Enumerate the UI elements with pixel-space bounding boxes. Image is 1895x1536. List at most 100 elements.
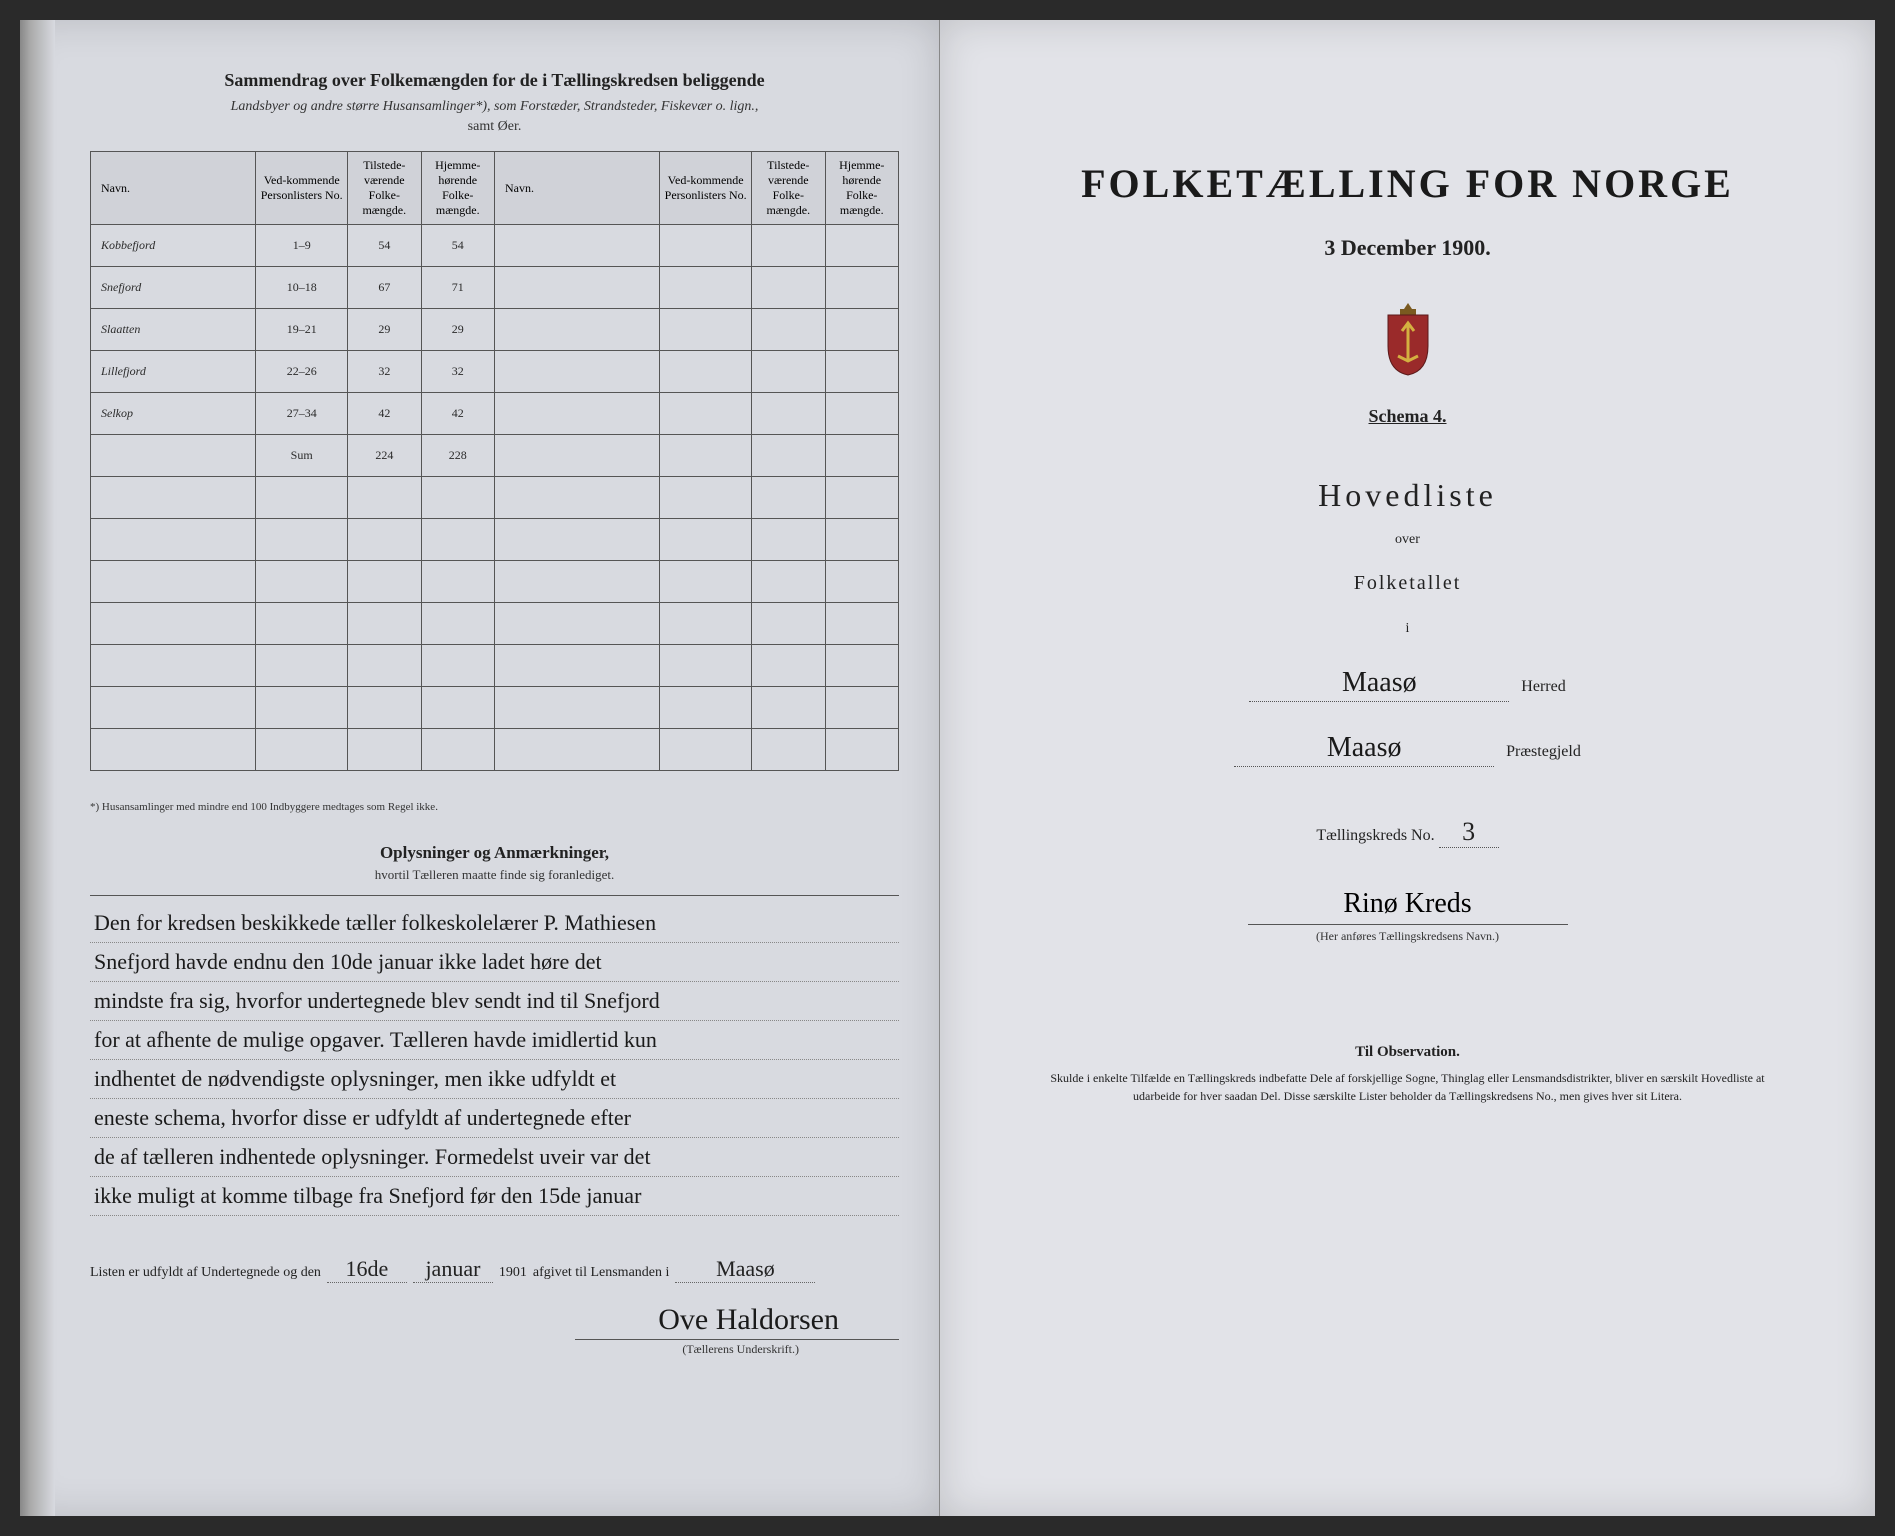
table-header-cell: Hjemme-hørende Folke-mængde. — [825, 152, 899, 225]
table-cell: Slaatten — [91, 309, 256, 351]
table-cell — [825, 309, 899, 351]
table-cell — [660, 477, 752, 519]
table-cell — [752, 393, 825, 435]
table-row: Slaatten19–212929 — [91, 309, 899, 351]
table-cell: Lillefjord — [91, 351, 256, 393]
table-cell — [825, 435, 899, 477]
table-row-blank — [91, 561, 899, 603]
remark-line: de af tælleren indhentede oplysninger. F… — [90, 1138, 899, 1177]
herred-label: Herred — [1521, 678, 1565, 696]
table-cell — [494, 603, 659, 645]
table-cell — [494, 225, 659, 267]
remarks-subheading: hvortil Tælleren maatte finde sig foranl… — [90, 867, 899, 883]
table-cell — [256, 603, 348, 645]
table-cell: 224 — [348, 435, 421, 477]
table-cell — [91, 561, 256, 603]
table-cell: 22–26 — [256, 351, 348, 393]
table-cell — [348, 561, 421, 603]
table-cell — [421, 603, 494, 645]
remark-line: indhentet de nødvendigste oplysninger, m… — [90, 1060, 899, 1099]
table-row: Snefjord10–186771 — [91, 267, 899, 309]
left-subtitle: Landsbyer og andre større Husansamlinger… — [90, 99, 899, 115]
table-cell — [752, 477, 825, 519]
kreds-name-row: Rinø Kreds — [1000, 888, 1815, 925]
left-subtitle-2: samt Øer. — [90, 119, 899, 135]
table-cell — [256, 645, 348, 687]
table-cell: 19–21 — [256, 309, 348, 351]
table-cell: 32 — [348, 351, 421, 393]
table-cell — [660, 309, 752, 351]
table-cell — [91, 603, 256, 645]
census-title: FOLKETÆLLING FOR NORGE — [1000, 160, 1815, 207]
table-cell — [421, 729, 494, 771]
table-cell — [494, 687, 659, 729]
herred-row: Maasø Herred — [1000, 667, 1815, 702]
remarks-heading: Oplysninger og Anmærkninger, — [90, 843, 899, 863]
table-cell — [494, 309, 659, 351]
table-sum-row: Sum224228 — [91, 435, 899, 477]
table-cell — [91, 477, 256, 519]
table-cell — [348, 729, 421, 771]
sig-day: 16de — [327, 1256, 407, 1283]
table-cell — [660, 645, 752, 687]
left-page: Sammendrag over Folkemængden for de i Tæ… — [20, 20, 940, 1516]
table-row-blank — [91, 519, 899, 561]
table-cell — [421, 561, 494, 603]
i-label: i — [1000, 621, 1815, 637]
remark-line: mindste fra sig, hvorfor undertegnede bl… — [90, 982, 899, 1021]
table-cell — [660, 561, 752, 603]
table-cell — [494, 267, 659, 309]
table-cell — [660, 267, 752, 309]
footnote: *) Husansamlinger med mindre end 100 Ind… — [90, 801, 899, 813]
table-cell — [752, 435, 825, 477]
table-cell — [660, 519, 752, 561]
table-cell — [825, 729, 899, 771]
table-cell — [825, 603, 899, 645]
table-cell — [752, 645, 825, 687]
table-cell — [348, 477, 421, 519]
table-cell: 228 — [421, 435, 494, 477]
remarks-area: Den for kredsen beskikkede tæller folkes… — [90, 895, 899, 1216]
table-row: Lillefjord22–263232 — [91, 351, 899, 393]
table-cell — [91, 645, 256, 687]
sig-place: Maasø — [675, 1256, 815, 1283]
table-cell — [348, 687, 421, 729]
table-cell — [494, 645, 659, 687]
coat-of-arms-icon — [1378, 301, 1438, 376]
over-label: over — [1000, 532, 1815, 548]
table-cell: Selkop — [91, 393, 256, 435]
table-cell — [348, 519, 421, 561]
folketallet-label: Folketallet — [1000, 572, 1815, 595]
kreds-caption: (Her anføres Tællingskredsens Navn.) — [1000, 929, 1815, 944]
table-cell — [421, 645, 494, 687]
signature: Ove Haldorsen — [90, 1303, 899, 1337]
table-cell: 32 — [421, 351, 494, 393]
table-cell — [825, 561, 899, 603]
table-row: Selkop27–344242 — [91, 393, 899, 435]
table-cell — [752, 561, 825, 603]
table-row-blank — [91, 687, 899, 729]
table-cell — [660, 225, 752, 267]
table-header-cell: Tilstede-værende Folke-mængde. — [752, 152, 825, 225]
table-cell — [752, 519, 825, 561]
sig-year: 1901 — [499, 1265, 527, 1281]
table-header-cell: Navn. — [494, 152, 659, 225]
signature-row: Listen er udfyldt af Undertegnede og den… — [90, 1256, 899, 1283]
spine-shadow — [20, 20, 55, 1516]
table-header-cell: Tilstede-værende Folke-mængde. — [348, 152, 421, 225]
table-cell — [256, 561, 348, 603]
table-cell — [91, 435, 256, 477]
table-header-cell: Ved-kommende Personlisters No. — [660, 152, 752, 225]
hovedliste-heading: Hovedliste — [1000, 477, 1815, 514]
table-cell — [660, 393, 752, 435]
table-cell: Kobbefjord — [91, 225, 256, 267]
table-cell: 1–9 — [256, 225, 348, 267]
sig-mid: afgivet til Lensmanden i — [533, 1265, 669, 1281]
census-date: 3 December 1900. — [1000, 235, 1815, 261]
table-cell — [494, 435, 659, 477]
table-cell — [348, 645, 421, 687]
table-row: Kobbefjord1–95454 — [91, 225, 899, 267]
remark-line: ikke muligt at komme tilbage fra Snefjor… — [90, 1177, 899, 1216]
observation-heading: Til Observation. — [1000, 1044, 1815, 1061]
table-cell — [421, 477, 494, 519]
